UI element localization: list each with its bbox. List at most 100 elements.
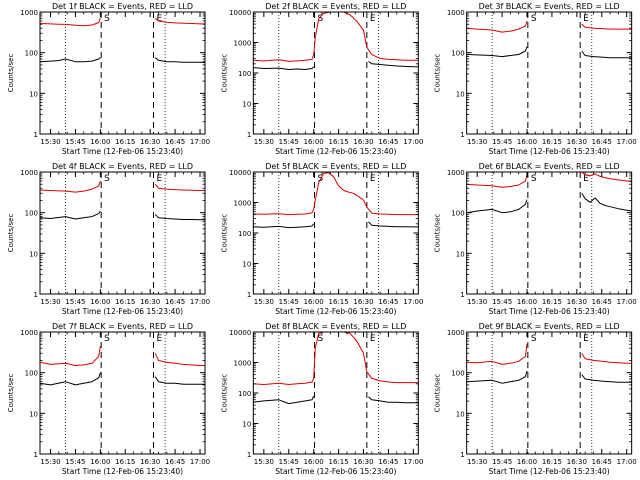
x-tick-label: 16:00 xyxy=(90,298,110,306)
x-tick-label: 15:30 xyxy=(254,138,274,146)
x-tick-label: 15:45 xyxy=(279,298,299,306)
marker-label-s: S xyxy=(318,334,324,344)
y-axis-label: Counts/sec xyxy=(7,374,15,413)
x-tick-label: 16:00 xyxy=(517,458,537,466)
y-axis-label: Counts/sec xyxy=(220,214,228,253)
marker-label-e: E xyxy=(370,14,376,24)
x-tick-label: 15:30 xyxy=(40,458,60,466)
x-axis-label: Start Time (12-Feb-06 15:23:40) xyxy=(62,307,183,316)
x-axis-label: Start Time (12-Feb-06 15:23:40) xyxy=(275,307,396,316)
x-tick-label: 17:00 xyxy=(617,458,637,466)
y-tick-label: 1000 xyxy=(234,200,252,208)
y-tick-label: 10 xyxy=(242,101,251,109)
y-tick-label: 100 xyxy=(25,370,38,378)
marker-label-s: S xyxy=(531,14,537,24)
x-tick-label: 16:15 xyxy=(542,458,562,466)
x-axis-label: Start Time (12-Feb-06 15:23:40) xyxy=(275,147,396,156)
x-tick-label: 16:00 xyxy=(90,458,110,466)
y-tick-label: 10 xyxy=(242,261,251,269)
x-tick-label: 17:00 xyxy=(617,298,637,306)
series-line-events xyxy=(253,221,419,229)
y-tick-label: 100 xyxy=(451,210,464,218)
y-tick-label: 1 xyxy=(460,291,464,299)
y-tick-label: 1000 xyxy=(20,9,38,17)
x-tick-label: 16:45 xyxy=(378,138,398,146)
panel-8: Det 8f BLACK = Events, RED = LLD S E 1 10 100… xyxy=(220,322,423,476)
y-axis-label: Counts/sec xyxy=(434,54,442,93)
plot-frame xyxy=(252,171,419,295)
y-tick-label: 100 xyxy=(451,370,464,378)
y-tick-label: 1000 xyxy=(447,329,465,337)
x-axis-label: Start Time (12-Feb-06 15:23:40) xyxy=(489,307,610,316)
marker-label-s: S xyxy=(104,174,110,184)
x-tick-label: 15:45 xyxy=(492,138,512,146)
series-line-lld xyxy=(253,331,419,385)
x-tick-label: 15:30 xyxy=(40,138,60,146)
y-tick-label: 1000 xyxy=(447,9,465,17)
y-axis-label: Counts/sec xyxy=(7,214,15,253)
x-tick-label: 16:15 xyxy=(329,458,349,466)
plot-frame xyxy=(466,11,633,135)
y-tick-label: 10000 xyxy=(229,9,251,17)
x-tick-label: 15:45 xyxy=(65,138,85,146)
series-line-lld xyxy=(253,11,419,62)
x-tick-label: 15:30 xyxy=(40,298,60,306)
marker-label-s: S xyxy=(104,334,110,344)
y-tick-label: 100 xyxy=(238,230,251,238)
y-tick-label: 10 xyxy=(29,90,38,98)
x-axis-label: Start Time (12-Feb-06 15:23:40) xyxy=(62,147,183,156)
y-tick-label: 1000 xyxy=(234,40,252,48)
series-line-events xyxy=(39,57,206,64)
x-tick-label: 17:00 xyxy=(403,138,423,146)
panel-7: Det 7f BLACK = Events, RED = LLD S E 1 10 100… xyxy=(7,322,210,476)
plot-frame xyxy=(252,11,419,135)
x-tick-label: 16:30 xyxy=(140,298,160,306)
y-tick-label: 1 xyxy=(34,451,38,459)
panel-2: Det 2f BLACK = Events, RED = LLD S E 1 10 100… xyxy=(220,2,423,156)
y-tick-label: 100 xyxy=(25,210,38,218)
plot-frame xyxy=(39,11,206,135)
x-tick-label: 15:45 xyxy=(279,138,299,146)
x-tick-label: 16:45 xyxy=(592,458,612,466)
x-tick-label: 15:30 xyxy=(467,458,487,466)
panel-title: Det 1f BLACK = Events, RED = LLD xyxy=(52,2,193,11)
plot-frame xyxy=(39,171,206,295)
panel-title: Det 7f BLACK = Events, RED = LLD xyxy=(52,322,193,331)
y-tick-label: 100 xyxy=(238,70,251,78)
y-axis-label: Counts/sec xyxy=(220,54,228,93)
marker-label-e: E xyxy=(583,14,589,24)
x-tick-label: 17:00 xyxy=(190,138,210,146)
panel-title: Det 9f BLACK = Events, RED = LLD xyxy=(479,322,620,331)
x-tick-label: 16:45 xyxy=(165,138,185,146)
y-axis-label: Counts/sec xyxy=(434,214,442,253)
x-tick-label: 16:00 xyxy=(90,138,110,146)
x-tick-label: 15:30 xyxy=(254,298,274,306)
x-tick-label: 16:45 xyxy=(378,458,398,466)
marker-label-e: E xyxy=(157,334,163,344)
marker-label-s: S xyxy=(104,14,110,24)
x-tick-label: 16:15 xyxy=(115,138,135,146)
y-tick-label: 1 xyxy=(460,131,464,139)
series-line-lld xyxy=(466,344,632,365)
x-tick-label: 16:15 xyxy=(329,298,349,306)
x-tick-label: 17:00 xyxy=(403,458,423,466)
x-tick-label: 16:45 xyxy=(592,298,612,306)
plot-frame xyxy=(252,331,419,455)
x-tick-label: 16:30 xyxy=(567,458,587,466)
x-tick-label: 16:15 xyxy=(542,138,562,146)
x-tick-label: 16:30 xyxy=(353,458,373,466)
x-tick-label: 15:30 xyxy=(254,458,274,466)
marker-label-e: E xyxy=(157,174,163,184)
x-tick-label: 16:00 xyxy=(304,458,324,466)
panel-4: Det 4f BLACK = Events, RED = LLD S E 1 10 100… xyxy=(7,162,210,316)
marker-label-s: S xyxy=(531,174,537,184)
y-tick-label: 10 xyxy=(456,410,465,418)
y-tick-label: 10 xyxy=(29,250,38,258)
x-axis-label: Start Time (12-Feb-06 15:23:40) xyxy=(489,467,610,476)
y-tick-label: 1 xyxy=(247,131,251,139)
y-tick-label: 1000 xyxy=(20,169,38,177)
marker-label-e: E xyxy=(583,174,589,184)
x-tick-label: 15:45 xyxy=(65,458,85,466)
